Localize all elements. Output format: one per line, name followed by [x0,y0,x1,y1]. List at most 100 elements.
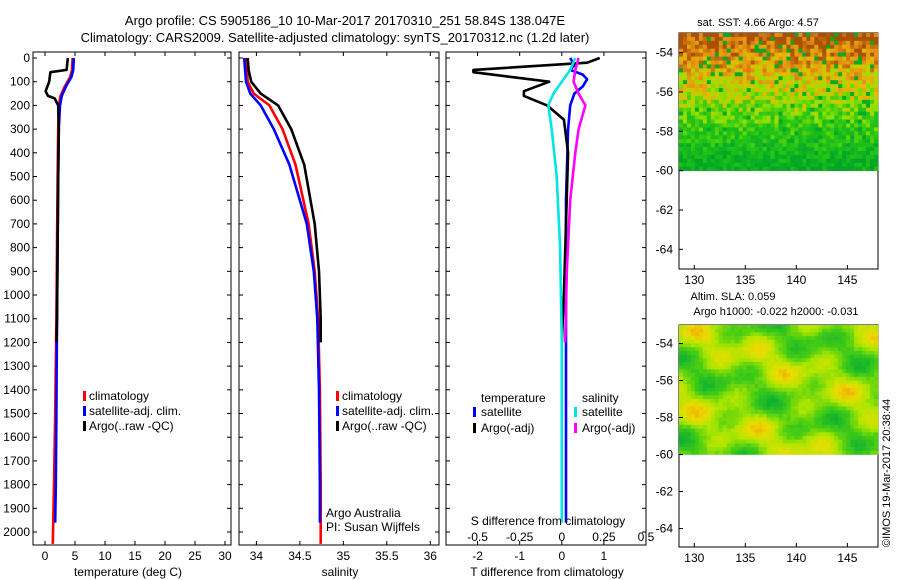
sla-cell [874,325,879,329]
x-tick-label: 36 [424,549,438,563]
sst-cell [862,115,867,120]
sst-cell [742,56,747,61]
sst-cell [850,84,855,89]
s-tick-label: -0.25 [506,530,534,544]
sla-cell [754,325,759,329]
sst-cell [810,92,815,97]
sla-cell [842,439,847,444]
sst-cell [686,33,692,38]
sla-cell [798,428,803,433]
sla-cell [810,387,815,392]
sst-cell [750,127,755,132]
sst-cell [726,147,732,152]
sst-cell [874,92,879,97]
sla-cell [790,395,795,400]
sst-cell [742,158,747,164]
sla-cell [766,443,771,448]
sst-cell [862,33,867,38]
sla-cell [818,424,823,429]
sla-cell [826,336,831,341]
sla-cell [750,354,755,359]
sst-cell [854,44,859,50]
sla-cell [710,343,716,348]
sst-cell [822,72,827,77]
sst-cell [706,123,712,128]
sla-cell [754,447,759,452]
sla-cell [810,373,815,378]
sla-cell [870,387,875,392]
sla-cell [686,328,692,333]
sla-cell [682,332,688,337]
sst-cell [726,48,732,53]
sst-cell [834,36,839,42]
sla-cell [830,450,835,455]
sla-cell [734,380,739,385]
sla-cell [814,362,819,366]
sst-cell [726,103,732,109]
sla-cell [714,384,720,389]
sst-cell [746,60,751,65]
sst-cell [790,143,795,148]
sst-cell [778,95,783,101]
sla-cell [818,373,823,378]
sst-cell [826,135,831,140]
sst-cell [790,139,795,144]
sla-cell [746,395,751,400]
sst-cell [874,119,879,124]
sla-cell [742,328,747,333]
sla-cell [786,347,791,352]
sst-cell [830,154,835,160]
sst-cell [714,131,720,136]
sla-cell [738,395,743,400]
sst-cell [826,56,831,61]
sst-cell [778,52,783,57]
sst-cell [754,92,759,97]
sst-cell [682,123,688,128]
sst-cell [846,80,851,85]
sst-cell [682,56,688,61]
sst-cell [718,166,724,171]
sla-cell [826,391,831,396]
sst-cell [698,147,704,152]
sla-cell [830,413,835,418]
sla-cell [798,432,803,437]
sst-cell [834,84,839,89]
sla-cell [714,406,720,411]
sla-cell [790,339,795,344]
sla-cell [758,439,763,444]
sst-cell [826,36,831,42]
sst-cell [818,56,823,61]
sst-cell [679,33,684,38]
sst-cell [866,139,871,144]
sla-cell [774,362,779,366]
sst-cell [802,158,807,164]
sst-cell [758,111,763,116]
sla-cell [770,387,775,392]
sla-cell [802,406,807,411]
sla-cell [746,450,751,455]
sla-cell [694,406,700,411]
sst-cell [679,48,684,53]
sla-cell [710,432,716,437]
sla-cell [834,432,839,437]
sst-cell [682,151,688,156]
sst-cell [679,107,684,112]
sla-cell [850,380,855,385]
sst-cell [706,76,712,81]
sst-cell [726,68,732,73]
sla-cell [722,428,728,433]
sst-cell [822,92,827,97]
sla-cell [679,395,684,400]
sst-cell [834,111,839,116]
sst-cell [706,99,712,105]
sst-cell [679,115,684,120]
sla-cell [766,391,771,396]
sla-cell [802,428,807,433]
sla-cell [778,413,783,418]
sst-cell [690,60,696,65]
sla-cell [774,380,779,385]
sla-cell [710,332,716,337]
sst-cell [698,44,704,50]
sst-cell [838,36,843,42]
sst-cell [818,48,823,53]
